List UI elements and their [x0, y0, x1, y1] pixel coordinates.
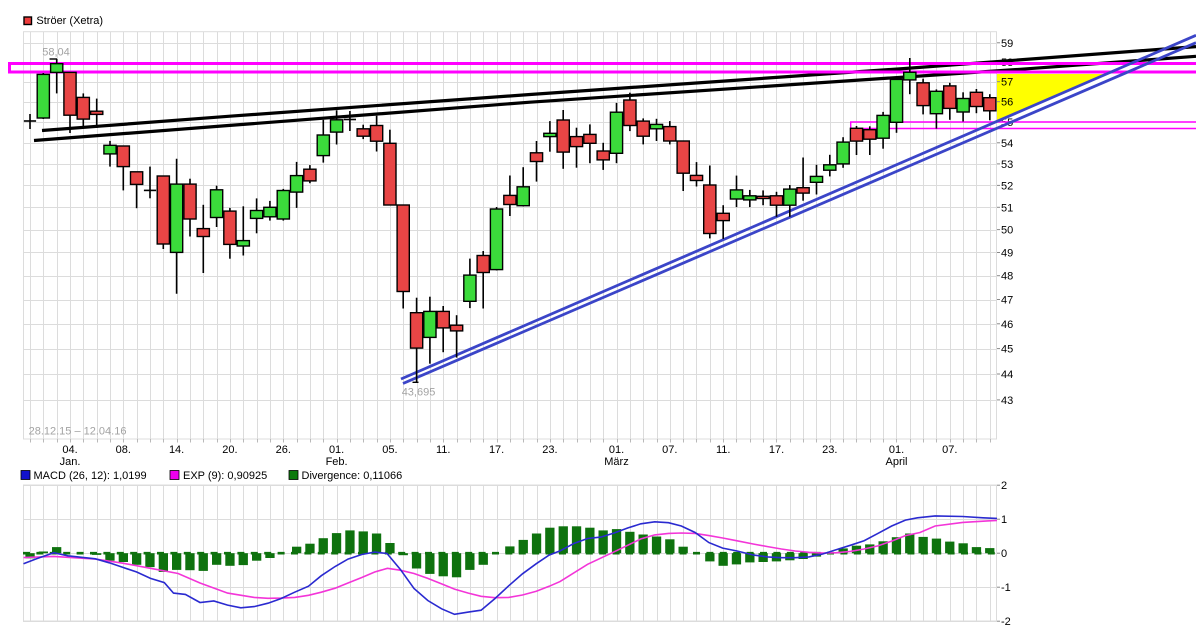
- svg-text:08.: 08.: [116, 444, 131, 456]
- svg-text:59: 59: [1001, 38, 1013, 50]
- svg-text:11.: 11.: [716, 444, 730, 456]
- svg-text:23.: 23.: [542, 444, 557, 456]
- svg-text:April: April: [885, 456, 907, 468]
- svg-text:04.: 04.: [62, 444, 77, 456]
- svg-text:01.: 01.: [329, 444, 344, 456]
- svg-text:-2: -2: [1001, 616, 1011, 628]
- svg-text:Ströer (Xetra): Ströer (Xetra): [36, 15, 103, 27]
- svg-text:Feb.: Feb.: [326, 456, 348, 468]
- svg-text:14.: 14.: [169, 444, 184, 456]
- svg-text:52: 52: [1001, 180, 1013, 192]
- svg-text:43,695: 43,695: [402, 387, 436, 399]
- svg-text:EXP (9): 0,90925: EXP (9): 0,90925: [183, 470, 267, 482]
- svg-text:57: 57: [1001, 77, 1013, 89]
- svg-text:17.: 17.: [769, 444, 784, 456]
- svg-text:44: 44: [1001, 369, 1013, 381]
- svg-text:07.: 07.: [662, 444, 677, 456]
- svg-text:20.: 20.: [222, 444, 237, 456]
- svg-text:23.: 23.: [822, 444, 837, 456]
- svg-text:01.: 01.: [889, 444, 904, 456]
- svg-text:58,04: 58,04: [42, 47, 70, 59]
- svg-text:17.: 17.: [489, 444, 504, 456]
- svg-text:53: 53: [1001, 159, 1013, 171]
- svg-text:43: 43: [1001, 395, 1013, 407]
- svg-text:47: 47: [1001, 295, 1013, 307]
- svg-text:1: 1: [1001, 514, 1007, 526]
- svg-text:26.: 26.: [276, 444, 291, 456]
- svg-text:28.12.15 – 12.04.16: 28.12.15 – 12.04.16: [29, 426, 127, 438]
- svg-text:Jan.: Jan.: [60, 456, 81, 468]
- svg-text:48: 48: [1001, 271, 1013, 283]
- svg-text:01.: 01.: [609, 444, 624, 456]
- svg-text:05.: 05.: [382, 444, 397, 456]
- svg-text:45: 45: [1001, 344, 1013, 356]
- svg-text:51: 51: [1001, 202, 1013, 214]
- svg-text:März: März: [604, 456, 628, 468]
- svg-text:2: 2: [1001, 480, 1007, 492]
- svg-text:49: 49: [1001, 248, 1013, 260]
- svg-text:56: 56: [1001, 97, 1013, 109]
- svg-text:46: 46: [1001, 319, 1013, 331]
- svg-text:07.: 07.: [942, 444, 957, 456]
- svg-text:54: 54: [1001, 138, 1013, 150]
- svg-text:0: 0: [1001, 548, 1007, 560]
- svg-text:Divergence: 0,11066: Divergence: 0,11066: [302, 470, 403, 482]
- svg-text:-1: -1: [1001, 582, 1011, 594]
- svg-text:11.: 11.: [436, 444, 450, 456]
- svg-text:50: 50: [1001, 225, 1013, 237]
- svg-text:MACD (26, 12): 1,0199: MACD (26, 12): 1,0199: [34, 470, 147, 482]
